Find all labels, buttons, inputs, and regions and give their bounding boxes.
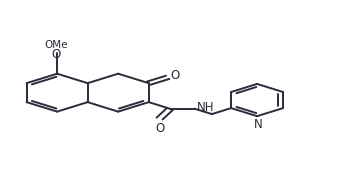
- Text: NH: NH: [196, 101, 214, 114]
- Text: O: O: [51, 48, 61, 61]
- Text: N: N: [254, 118, 263, 131]
- Text: O: O: [171, 69, 180, 82]
- Text: O: O: [155, 122, 164, 135]
- Text: OMe: OMe: [44, 40, 68, 50]
